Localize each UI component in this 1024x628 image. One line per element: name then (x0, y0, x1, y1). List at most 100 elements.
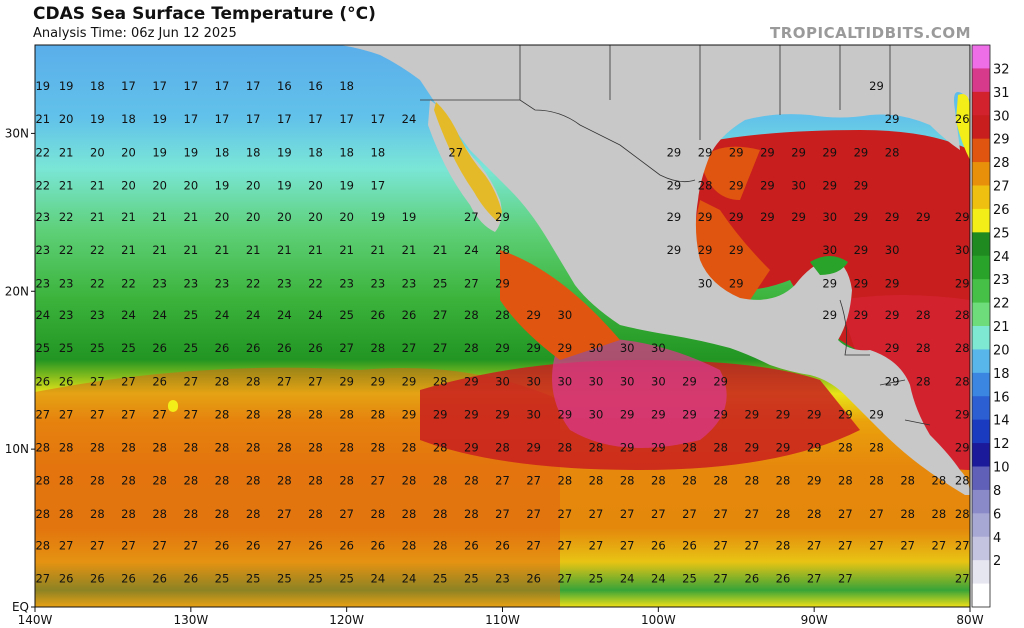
sst-value-label: 28 (838, 474, 853, 488)
sst-value-label: 29 (916, 210, 931, 224)
sst-value-label: 25 (433, 572, 448, 586)
sst-value-label: 28 (35, 474, 50, 488)
sst-value-label: 27 (59, 538, 74, 552)
sst-value-label: 24 (121, 308, 136, 322)
sst-value-label: 29 (791, 145, 806, 159)
sst-value-label: 18 (121, 112, 136, 126)
sst-value-label: 29 (698, 243, 713, 257)
sst-value-label: 30 (589, 374, 604, 388)
sst-value-label: 28 (916, 374, 931, 388)
sst-value-label: 27 (121, 374, 136, 388)
sst-value-label: 28 (308, 407, 323, 421)
sst-value-label: 28 (35, 538, 50, 552)
sst-value-label: 24 (246, 308, 261, 322)
sst-value-label: 26 (745, 572, 760, 586)
sst-value-label: 27 (402, 341, 417, 355)
sst-value-label: 26 (215, 341, 230, 355)
colorbar-swatch (972, 560, 990, 585)
sst-value-label: 27 (90, 374, 105, 388)
sst-value-label: 29 (526, 441, 541, 455)
sst-value-label: 28 (402, 538, 417, 552)
sst-value-label: 28 (90, 474, 105, 488)
sst-value-label: 27 (526, 538, 541, 552)
sst-value-label: 27 (308, 374, 323, 388)
sst-value-label: 22 (59, 210, 74, 224)
colorbar-swatch (972, 279, 990, 304)
sst-value-label: 28 (682, 474, 697, 488)
sst-value-label: 28 (59, 507, 74, 521)
sst-value-label: 29 (854, 179, 869, 193)
sst-value-label: 27 (838, 507, 853, 521)
sst-value-label: 27 (184, 407, 199, 421)
sst-value-label: 20 (246, 179, 261, 193)
sst-value-label: 19 (90, 112, 105, 126)
sst-value-label: 28 (59, 441, 74, 455)
sst-value-label: 30 (955, 243, 970, 257)
sst-value-label: 28 (955, 474, 970, 488)
sst-value-label: 28 (184, 507, 199, 521)
sst-value-label: 27 (745, 538, 760, 552)
sst-value-label: 29 (371, 374, 386, 388)
longitude-ticks: 140W 130W 120W 110W 100W 90W 80W (18, 607, 984, 627)
sst-value-label: 19 (35, 79, 50, 93)
sst-value-label: 18 (308, 145, 323, 159)
sst-value-label: 30 (620, 374, 635, 388)
sst-value-label: 27 (838, 572, 853, 586)
sst-value-label: 28 (90, 441, 105, 455)
sst-value-label: 21 (184, 210, 199, 224)
sst-value-label: 27 (620, 538, 635, 552)
sst-value-label: 24 (277, 308, 292, 322)
sst-value-label: 28 (371, 341, 386, 355)
sst-value-label: 30 (885, 243, 900, 257)
sst-value-label: 29 (854, 276, 869, 290)
sst-value-label: 28 (277, 407, 292, 421)
sst-value-label: 23 (59, 276, 74, 290)
sst-value-label: 26 (215, 538, 230, 552)
sst-value-label: 28 (885, 145, 900, 159)
sst-value-label: 28 (433, 507, 448, 521)
sst-value-label: 22 (35, 179, 50, 193)
sst-value-label: 20 (121, 145, 136, 159)
sst-value-label: 23 (90, 308, 105, 322)
sst-value-label: 27 (713, 507, 728, 521)
sst-value-label: 16 (277, 79, 292, 93)
sst-value-label: 23 (402, 276, 417, 290)
sst-value-label: 28 (246, 441, 261, 455)
sst-value-label: 25 (121, 341, 136, 355)
sst-value-label: 27 (838, 538, 853, 552)
sst-value-label: 29 (760, 179, 775, 193)
colorbar-label: 29 (993, 133, 1010, 148)
sst-value-label: 20 (339, 210, 354, 224)
sst-value-label: 29 (667, 145, 682, 159)
sst-value-label: 26 (402, 308, 417, 322)
sst-value-label: 24 (152, 308, 167, 322)
colorbar-label: 6 (993, 507, 1001, 522)
sst-value-label: 18 (339, 79, 354, 93)
sst-value-label: 28 (215, 374, 230, 388)
sst-value-label: 28 (215, 441, 230, 455)
sst-value-label: 25 (184, 308, 199, 322)
sst-value-label: 20 (308, 210, 323, 224)
colorbar-swatch (972, 138, 990, 163)
colorbar-label: 10 (993, 461, 1010, 476)
sst-value-label: 17 (371, 179, 386, 193)
sst-value-label: 21 (59, 179, 74, 193)
sst-value-label: 28 (916, 308, 931, 322)
sst-value-label: 28 (955, 374, 970, 388)
sst-value-label: 28 (433, 474, 448, 488)
sst-value-label: 29 (745, 407, 760, 421)
sst-value-label: 27 (558, 507, 573, 521)
sst-value-label: 29 (339, 374, 354, 388)
sst-value-label: 27 (184, 538, 199, 552)
sst-value-label: 29 (885, 374, 900, 388)
sst-value-label: 28 (308, 474, 323, 488)
sst-value-label: 29 (955, 407, 970, 421)
sst-value-label: 28 (35, 441, 50, 455)
sst-value-label: 28 (955, 341, 970, 355)
sst-value-label: 25 (90, 341, 105, 355)
sst-value-label: 25 (433, 276, 448, 290)
florida-east-shelf (956, 94, 970, 160)
sst-value-label: 20 (246, 210, 261, 224)
sst-value-label: 23 (59, 308, 74, 322)
sst-value-label: 27 (807, 538, 822, 552)
